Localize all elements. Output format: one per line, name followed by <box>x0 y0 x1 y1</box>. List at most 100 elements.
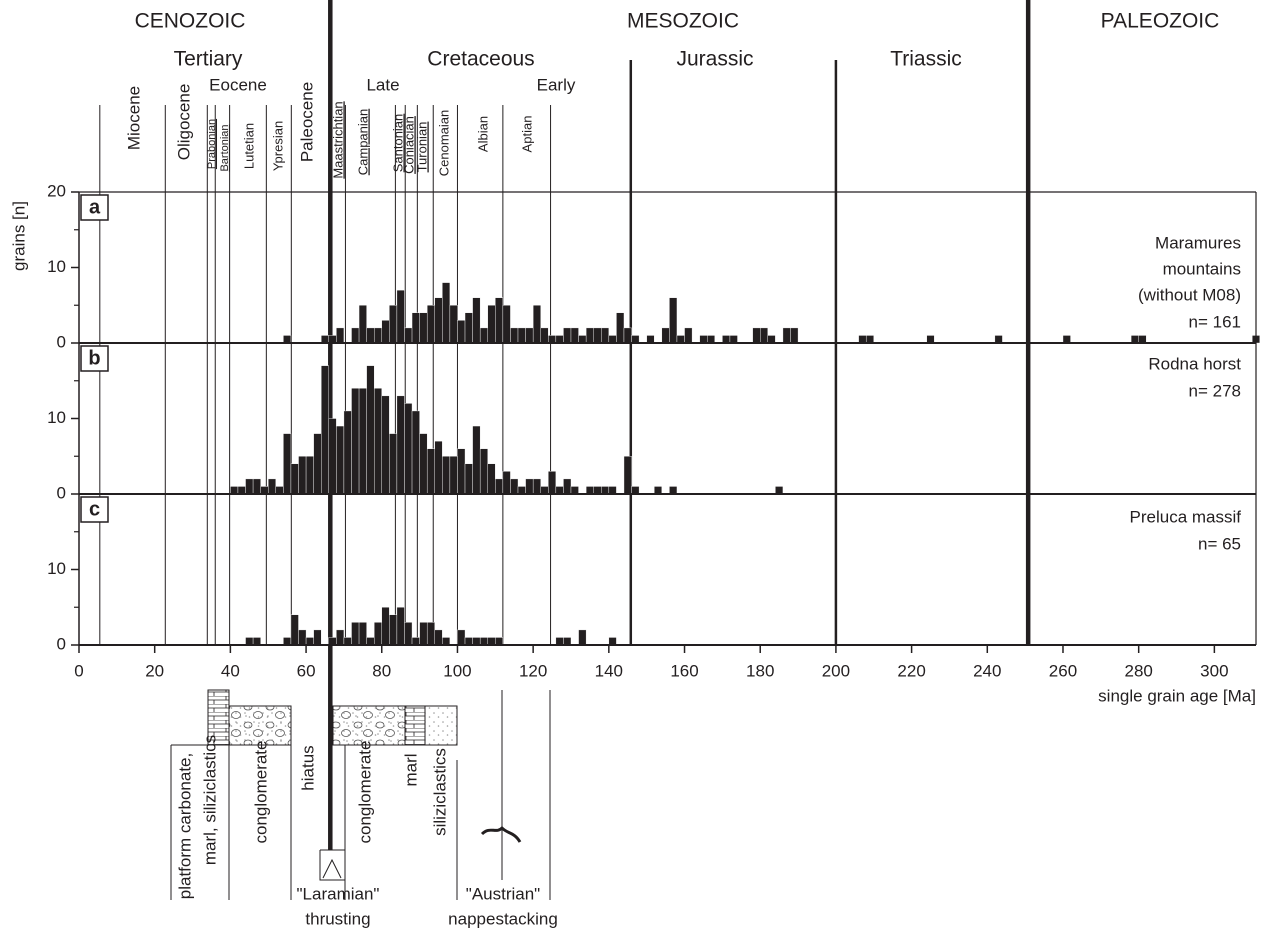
bar <box>268 478 276 495</box>
bar <box>260 486 269 495</box>
bar <box>752 327 761 344</box>
bar <box>411 410 420 495</box>
epoch-label: Miocene <box>124 86 143 150</box>
bar <box>328 637 337 646</box>
bar <box>570 327 579 344</box>
bar <box>343 410 352 495</box>
bar <box>623 327 632 344</box>
bar <box>328 418 337 495</box>
stage-label: Aptian <box>519 116 534 153</box>
bar <box>555 335 564 344</box>
stage-label: Maastrichtian <box>330 101 345 178</box>
subdivision-label: Early <box>537 75 576 94</box>
bar <box>495 297 504 344</box>
bar <box>313 629 322 646</box>
period-label: Jurassic <box>676 48 753 71</box>
bar <box>404 403 413 495</box>
bar <box>1138 335 1147 344</box>
bar <box>563 478 572 495</box>
subdivision-label: Late <box>366 75 399 94</box>
panel-title: Maramures <box>1155 233 1241 252</box>
bar <box>479 327 488 344</box>
x-tick-label: 240 <box>973 661 1001 680</box>
bar <box>926 335 935 344</box>
x-tick-label: 60 <box>297 661 316 680</box>
stage-label: Coniacian <box>401 116 416 174</box>
lithology-label: marl <box>401 753 420 786</box>
bar <box>585 486 594 495</box>
bar <box>298 456 307 495</box>
bar <box>442 282 451 344</box>
event-label: "Austrian" <box>466 884 540 903</box>
stage-label: Prabonian <box>206 119 218 169</box>
bar <box>510 478 519 495</box>
x-tick-label: 0 <box>74 661 83 680</box>
bar <box>411 637 420 646</box>
bar <box>313 433 322 495</box>
bar <box>722 335 731 344</box>
bar <box>517 486 526 495</box>
lithology-label: hiatus <box>298 745 317 790</box>
bar <box>479 637 488 646</box>
bar <box>472 297 481 344</box>
bar <box>419 433 428 495</box>
panel-title: Rodna horst <box>1148 354 1241 373</box>
bar <box>351 388 360 495</box>
panel-label-box <box>80 345 109 372</box>
panel-title: mountains <box>1163 259 1241 278</box>
x-tick-label: 220 <box>897 661 925 680</box>
period-label: Tertiary <box>174 48 243 71</box>
bar <box>487 463 496 495</box>
bar <box>479 448 488 495</box>
bar <box>336 327 345 344</box>
bar <box>1062 335 1071 344</box>
bar <box>373 388 382 495</box>
era-label: CENOZOIC <box>135 10 246 33</box>
bar <box>305 456 314 495</box>
era-label: PALEOZOIC <box>1101 10 1220 33</box>
bar <box>472 425 481 495</box>
bar <box>351 622 360 646</box>
bar <box>245 637 254 646</box>
bar <box>525 327 534 344</box>
panel-label: b <box>88 347 100 369</box>
bar <box>245 478 254 495</box>
lithology-label: conglomerate <box>251 740 270 843</box>
panel-title: n= 65 <box>1198 534 1241 553</box>
bar <box>502 471 511 495</box>
bar <box>230 486 239 495</box>
histogram-panel: 0 10 c Preluca massif n= 65 0 20 40 60 80 100 120 14… <box>47 494 1257 705</box>
stage-label: Campanian <box>355 109 370 176</box>
x-tick-label: 200 <box>822 661 850 680</box>
bar <box>381 395 390 495</box>
bar <box>449 456 458 495</box>
x-tick-label: 300 <box>1200 661 1228 680</box>
y-tick-label: 0 <box>57 483 66 502</box>
bar <box>411 312 420 344</box>
bar <box>464 463 473 495</box>
bar <box>654 486 663 495</box>
bar <box>676 335 685 344</box>
epoch-label: Eocene <box>209 75 267 94</box>
bar <box>532 305 541 344</box>
bar <box>290 614 299 646</box>
lithology-label: marl, siliziclastics <box>200 735 219 865</box>
lithology-label: platform carbonate, <box>175 753 194 899</box>
bar <box>457 629 466 646</box>
panel-label: c <box>89 498 100 520</box>
y-tick-label: 10 <box>47 257 66 276</box>
bar <box>434 297 443 344</box>
bar <box>487 637 496 646</box>
bar <box>540 486 549 495</box>
histogram-panel: 0 10 20 a Maramures mountains (without M08) n= … <box>9 181 1260 351</box>
bar <box>767 335 776 344</box>
bar <box>548 335 557 344</box>
bar <box>707 335 716 344</box>
x-tick-label: 180 <box>746 661 774 680</box>
x-tick-label: 260 <box>1049 661 1077 680</box>
bar <box>865 335 874 344</box>
bar <box>994 335 1003 344</box>
bar <box>495 637 504 646</box>
bar <box>283 335 292 344</box>
